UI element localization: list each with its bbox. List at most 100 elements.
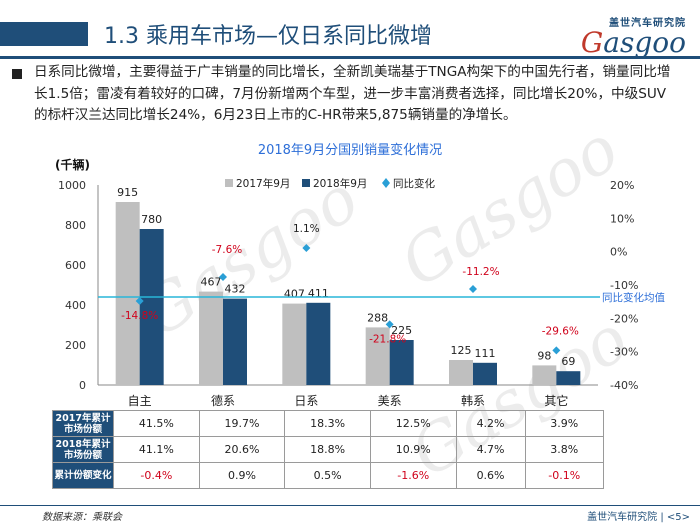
y-tick-label: 800 [65, 219, 86, 232]
table-cell: 10.9% [369, 436, 457, 463]
table-cell: 3.9% [524, 410, 605, 437]
x-tick-label: 美系 [378, 394, 402, 408]
table-row: 2017年累计市场份额 41.5% 19.7% 18.3% 12.5% 4.2% 3.9% [52, 410, 605, 437]
x-tick-label: 韩系 [461, 393, 485, 408]
table-row: 累计份额变化 -0.4% 0.9% 0.5% -1.6% 0.6% -0.1% [52, 462, 605, 489]
bar-value-label: 467 [201, 276, 222, 289]
average-change-label: 同比变化均值 [602, 291, 665, 304]
bar [532, 365, 557, 385]
table-cell: 0.9% [198, 462, 286, 489]
table-cell: 18.3% [284, 410, 371, 437]
table-cell: 4.2% [455, 410, 526, 437]
table-row-header: 累计份额变化 [52, 462, 114, 489]
table-cell: 41.5% [113, 410, 200, 437]
data-source: 数据来源：乘联会 [42, 512, 122, 523]
table-cell: -0.1% [524, 462, 605, 489]
x-tick-label: 自主 [128, 394, 152, 408]
y-tick-label: 200 [65, 339, 86, 352]
bar-value-label: 69 [561, 355, 575, 368]
bar [365, 327, 390, 385]
bar-value-label: 98 [537, 349, 551, 362]
change-label: -29.6% [542, 325, 579, 337]
bar-value-label: 407 [284, 288, 305, 301]
bar-value-label: 411 [308, 287, 329, 300]
bar [223, 298, 247, 385]
bar [199, 291, 223, 385]
table-cell: 20.6% [198, 436, 286, 463]
bar [282, 303, 307, 385]
title-accent [0, 22, 88, 46]
change-marker [302, 244, 311, 252]
title-underline [0, 56, 700, 59]
y2-tick-label: -20% [610, 312, 638, 325]
table-cell: 41.1% [113, 436, 200, 463]
y-tick-label: 1000 [58, 179, 86, 192]
change-marker [552, 346, 561, 355]
change-marker [469, 285, 477, 293]
change-marker [219, 273, 227, 281]
legend-label: 2017年9月 [236, 177, 290, 190]
logo-cn-text: 盖世汽车研究院 [609, 18, 686, 29]
bar [449, 360, 473, 385]
bar [473, 362, 497, 385]
summary-paragraph: 日系同比微增，主要得益于广丰销量的同比增长，全新凯美瑞基于TNGA构架下的中国先… [34, 64, 671, 123]
bar-value-label: 111 [475, 347, 496, 360]
footer-line [0, 505, 700, 506]
y-tick-label: 400 [65, 299, 86, 312]
footer-page: 盖世汽车研究院 | <5> [587, 512, 690, 523]
bar [306, 302, 331, 385]
x-tick-label: 其它 [544, 393, 568, 408]
table-row-header: 2017年累计市场份额 [52, 410, 114, 437]
bar-value-label: 432 [225, 283, 246, 296]
table-row: 2018年累计市场份额 41.1% 20.6% 18.8% 10.9% 4.7% 3.8% [52, 436, 605, 463]
table-cell: 3.8% [524, 436, 605, 463]
table-cell: -1.6% [369, 462, 457, 489]
table-cell: 18.8% [284, 436, 371, 463]
table-cell: 19.7% [198, 410, 286, 437]
y-tick-label: 600 [65, 259, 86, 272]
table-cell: 12.5% [369, 410, 457, 437]
change-label: -21.8% [369, 333, 406, 345]
change-marker [385, 320, 394, 329]
legend-label: 同比变化 [393, 177, 435, 190]
y2-tick-label: 10% [610, 212, 634, 225]
table-row-header: 2018年累计市场份额 [52, 436, 114, 463]
y2-tick-label: -40% [610, 379, 638, 392]
change-label: -7.6% [212, 244, 242, 256]
bar-value-label: 225 [391, 324, 412, 337]
y2-tick-label: -10% [610, 279, 638, 292]
bar [115, 202, 140, 385]
table-cell: 0.5% [284, 462, 371, 489]
table-cell: -0.4% [113, 462, 200, 489]
y2-tick-label: 0% [610, 246, 627, 259]
bar [139, 229, 164, 385]
market-share-table: 2017年累计市场份额 41.5% 19.7% 18.3% 12.5% 4.2% 3.9% 2… [52, 410, 605, 489]
sales-chart: 0 200 400 600 800 1000 20% 10% 0% -10% -20% -30% -40… [58, 177, 665, 408]
x-tick-label: 日系 [294, 394, 318, 408]
change-label: -11.2% [462, 266, 499, 278]
table-cell: 4.7% [455, 436, 526, 463]
bar-value-label: 915 [117, 186, 138, 199]
y-axis-unit: (千辆) [55, 158, 90, 172]
logo-rest-letters: asgoo [603, 26, 686, 59]
logo-g-letter: G [580, 26, 604, 59]
bar-value-label: 288 [367, 311, 388, 324]
bar [556, 371, 581, 385]
page-title: 1.3 乘用车市场—仅日系同比微增 [104, 24, 432, 49]
bar-value-label: 780 [141, 213, 162, 226]
chart-title: 2018年9月分国别销量变化情况 [257, 143, 443, 158]
title-bar: 1.3 乘用车市场—仅日系同比微增 盖世汽车研究院 Gasgoo [0, 0, 700, 59]
legend-diamond [382, 178, 390, 188]
legend-swatch [302, 179, 310, 187]
gasgoo-logo: 盖世汽车研究院 Gasgoo [581, 14, 686, 57]
bullet-square-icon [12, 69, 22, 79]
change-marker [135, 297, 144, 305]
change-label: -14.8% [121, 310, 158, 322]
table-cell: 0.6% [455, 462, 526, 489]
x-tick-label: 德系 [211, 393, 235, 408]
change-label: 1.1% [293, 223, 320, 235]
bar [389, 340, 414, 385]
y2-tick-label: 20% [610, 179, 634, 192]
legend-swatch [225, 179, 233, 187]
y2-tick-label: -30% [610, 346, 638, 359]
